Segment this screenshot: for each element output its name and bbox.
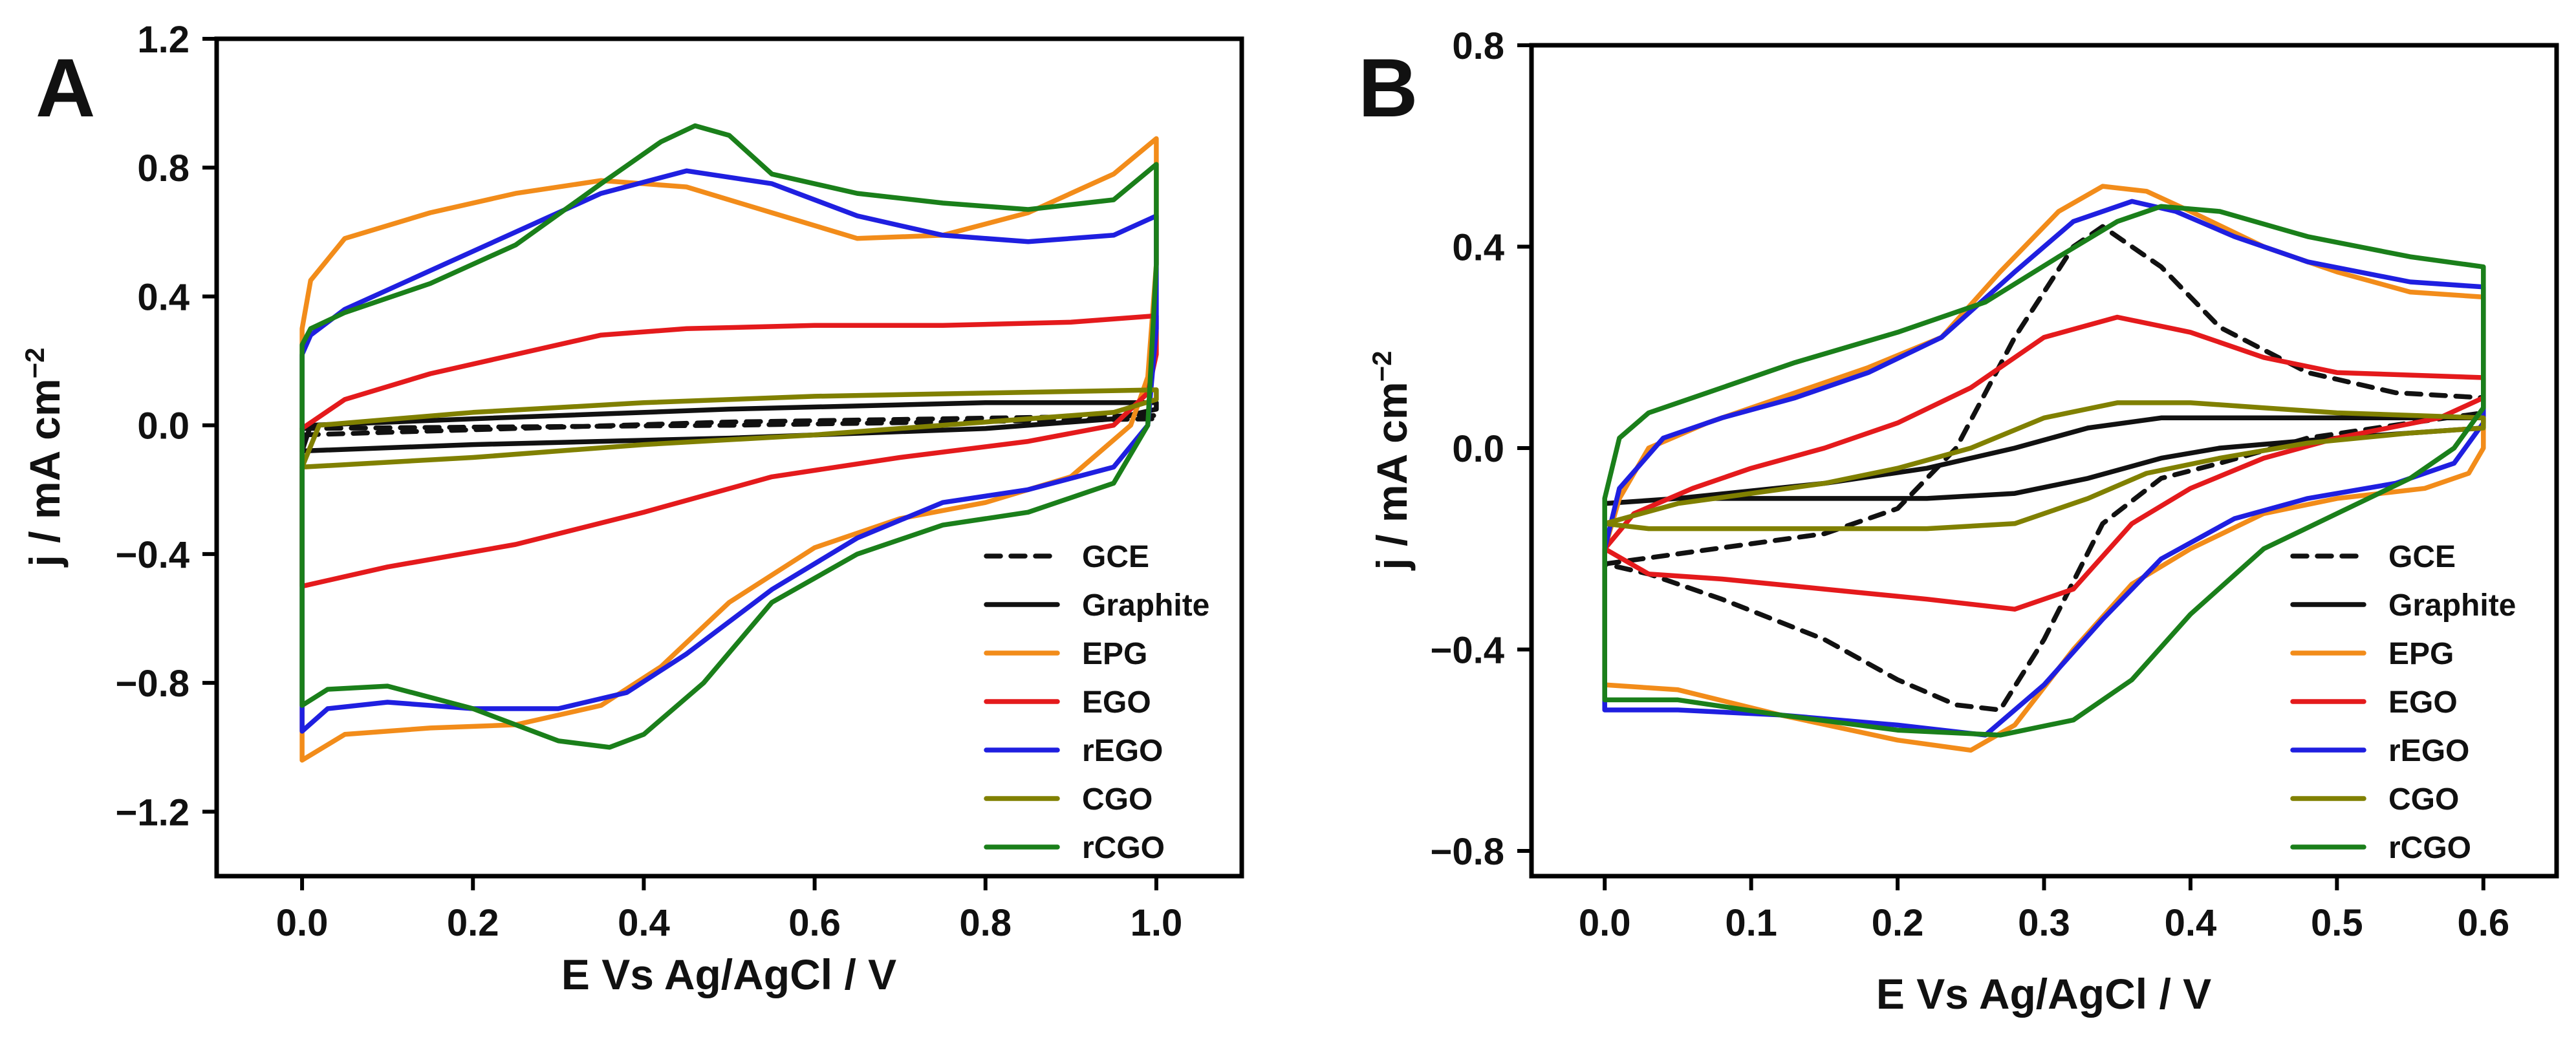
panel-a-y-tick-label: 0.8 <box>137 147 189 189</box>
panel-a-curve-rego <box>299 168 1159 734</box>
panel-a-y-tick-label: 0.4 <box>137 276 189 318</box>
panel-b-x-tick-label: 0.2 <box>1872 902 1924 944</box>
panel-a-legend-label-gce: GCE <box>1082 540 1149 574</box>
panel-b-x-tick-label: 0.4 <box>2165 902 2217 944</box>
panel-a-curve-graphite <box>299 400 1159 454</box>
panel-b-legend-label-rego: rEGO <box>2388 734 2469 768</box>
panel-a-x-tick-label: 1.0 <box>1131 902 1183 944</box>
panel-a-label: A <box>36 42 95 134</box>
panel-b-legend-label-epg: EPG <box>2388 637 2454 671</box>
panel-a: A 0.0 0.2 0.4 0.6 0.8 1.0−1.2−0.8−0.40.00.40.… <box>19 19 1244 998</box>
panel-a-y-tick-label: −0.4 <box>116 534 190 576</box>
panel-b-curve-rego <box>1602 199 2486 738</box>
panel-a-x-tick-label: 0.4 <box>618 902 670 944</box>
panel-a-y-axis-title-sup: −2 <box>19 348 50 379</box>
panel-b-curve-epg <box>1602 184 2486 753</box>
panel-b-legend: GCE Graphite EPG EGO rEGO CGO rCGO <box>2290 540 2516 865</box>
panel-a-y-axis-title-main: j / mA cm <box>21 378 69 568</box>
panel-b-y-tick-label: 0.4 <box>1452 227 1504 269</box>
panel-b-x-tick-label: 0.6 <box>2457 902 2509 944</box>
panel-b-x-tick-label: 0.3 <box>2018 902 2070 944</box>
panel-a-curve-cgo <box>299 387 1159 470</box>
panel-a-frame <box>214 36 1244 879</box>
panel-b-curve-rcgo <box>1602 204 2486 738</box>
panel-a-legend: GCE Graphite EPG EGO rEGO CGO rCGO <box>984 540 1209 865</box>
panel-b-legend-label-ego: EGO <box>2388 685 2458 720</box>
panel-b-legend-label-gce: GCE <box>2388 540 2456 574</box>
panel-b-y-tick-label: −0.8 <box>1431 831 1505 873</box>
panel-a-curve-ego <box>299 313 1159 589</box>
panel-b-y-tick-label: −0.4 <box>1431 630 1505 672</box>
panel-a-legend-label-rcgo: rCGO <box>1082 831 1165 865</box>
panel-b-legend-label-graphite: Graphite <box>2388 588 2516 623</box>
panel-b-legend-label-rcgo: rCGO <box>2388 831 2471 865</box>
panel-a-y-tick-label: −1.2 <box>116 791 190 833</box>
panel-b-y-tick-label: 0.8 <box>1452 25 1504 67</box>
panel-b-x-axis-title: E Vs Ag/AgCl / V <box>1876 970 2211 1018</box>
panel-b-curve-ego <box>1602 314 2486 612</box>
panel-b-x-tick-label: 0.0 <box>1579 902 1631 944</box>
panel-a-curve-epg <box>299 136 1159 763</box>
panel-a-x-axis-title: E Vs Ag/AgCl / V <box>561 950 896 998</box>
panel-a-y-tick-label: −0.8 <box>116 663 190 705</box>
panel-a-ticks: 0.0 0.2 0.4 0.6 0.8 1.0 −1.2 −0.8 −0.4 0.0 0.4 0.8 1… <box>116 19 1183 944</box>
panel-b-y-tick-label: 0.0 <box>1452 428 1504 470</box>
panel-b-curve-gce <box>1602 224 2486 713</box>
panel-a-legend-label-rego: rEGO <box>1082 734 1163 768</box>
panel-b: B 0.0 0.1 0.2 0.3 0.4 0.5 0.6 −0.8 −0.4 0.0 0.4 0.8… <box>1358 25 2559 1018</box>
panel-a-curves <box>299 123 1159 763</box>
panel-b-y-axis-title-sup: −2 <box>1367 351 1397 382</box>
panel-a-curve-rcgo <box>299 123 1159 750</box>
panel-a-y-axis-title: j / mA cm−2 <box>19 348 69 568</box>
panel-b-x-tick-label: 0.1 <box>1725 902 1777 944</box>
panel-b-curve-cgo <box>1602 400 2486 531</box>
panel-a-x-tick-label: 0.0 <box>276 902 329 944</box>
panel-b-legend-label-cgo: CGO <box>2388 782 2459 817</box>
panel-a-x-tick-label: 0.2 <box>447 902 499 944</box>
panel-a-y-tick-label: 1.2 <box>137 19 189 61</box>
panel-a-y-tick-label: 0.0 <box>137 405 189 447</box>
panel-a-legend-label-ego: EGO <box>1082 685 1151 720</box>
panel-b-label: B <box>1358 42 1418 134</box>
panel-a-legend-label-graphite: Graphite <box>1082 588 1209 623</box>
panel-b-y-axis-title: j / mA cm−2 <box>1367 351 1416 572</box>
panel-b-y-axis-title-main: j / mA cm <box>1368 381 1416 571</box>
panel-a-legend-label-cgo: CGO <box>1082 782 1153 817</box>
panel-b-ticks: 0.0 0.1 0.2 0.3 0.4 0.5 0.6 −0.8 −0.4 0.0 0.4 0.8 <box>1431 25 2510 944</box>
panel-b-curves <box>1602 184 2486 753</box>
panel-a-x-tick-label: 0.6 <box>788 902 841 944</box>
panel-b-x-tick-label: 0.5 <box>2311 902 2363 944</box>
panel-a-legend-label-epg: EPG <box>1082 637 1147 671</box>
panel-a-x-tick-label: 0.8 <box>959 902 1012 944</box>
